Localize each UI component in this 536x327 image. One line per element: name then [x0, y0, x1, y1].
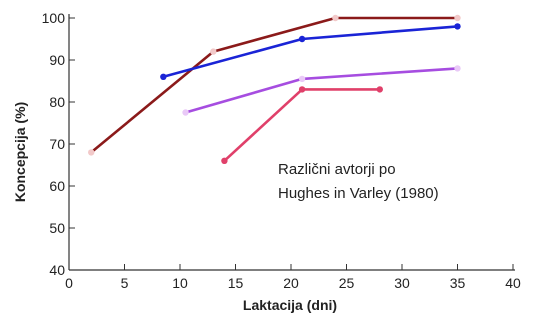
series-1: [88, 14, 461, 156]
x-tick-label: 25: [339, 275, 355, 291]
data-point: [88, 149, 95, 156]
y-tick-label: 70: [49, 136, 65, 152]
series-4: [221, 86, 383, 164]
y-tick-label: 50: [49, 220, 65, 236]
x-tick-label: 35: [450, 275, 466, 291]
data-point: [332, 14, 339, 22]
x-tick-label: 15: [228, 275, 244, 291]
y-tick-label: 100: [42, 10, 66, 26]
x-tick-label: 0: [65, 275, 73, 291]
data-point: [298, 75, 306, 83]
series-layer: [88, 14, 461, 164]
x-tick-label: 20: [283, 275, 299, 291]
axes: 0 5 10 15 20 25 30 35 40 40 50 60 70 80 90 100: [42, 10, 521, 291]
y-tick-label: 40: [49, 262, 65, 278]
series-line: [162, 25, 459, 79]
y-axis-label: Koncepcija (%): [12, 102, 28, 202]
data-point: [454, 23, 461, 30]
y-tick-label: 60: [49, 178, 65, 194]
data-point: [376, 86, 383, 93]
data-point: [182, 109, 189, 116]
data-point: [298, 86, 306, 93]
y-tick-label: 90: [49, 52, 65, 68]
annotation-line-2: Hughes in Varley (1980): [278, 185, 439, 202]
data-point: [221, 157, 228, 164]
data-point: [210, 48, 217, 55]
x-tick-label: 10: [172, 275, 188, 291]
series-line: [223, 88, 382, 163]
data-point: [298, 35, 306, 43]
series-3: [182, 65, 461, 116]
x-tick-label: 40: [505, 275, 521, 291]
data-point: [160, 73, 167, 81]
data-point: [454, 14, 461, 22]
series-2: [160, 23, 461, 81]
x-tick-label: 30: [394, 275, 410, 291]
series-line: [89, 16, 459, 154]
x-tick-label: 5: [121, 275, 129, 291]
y-tick-label: 80: [49, 94, 65, 110]
x-axis-label: Laktacija (dni): [243, 297, 337, 313]
data-point: [454, 65, 461, 72]
annotation-line-1: Različni avtorji po: [278, 161, 396, 178]
